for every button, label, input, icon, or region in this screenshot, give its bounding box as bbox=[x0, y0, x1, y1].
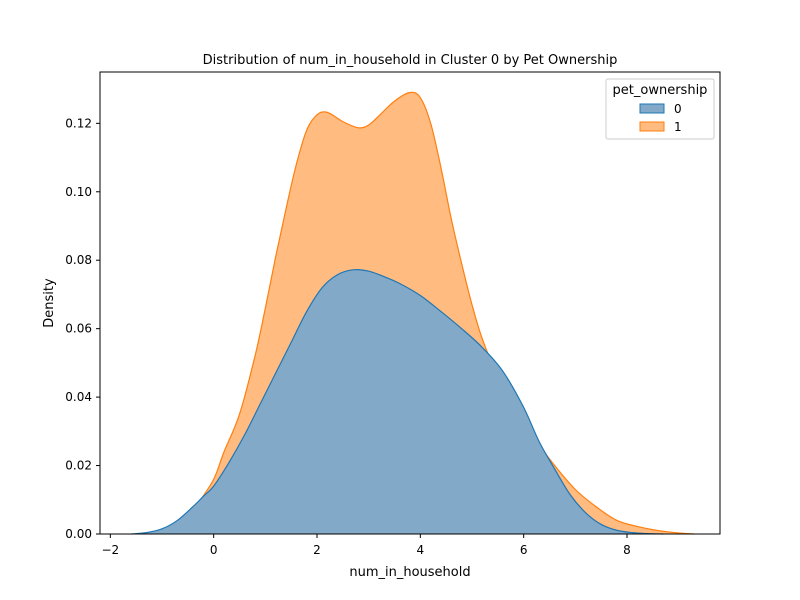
y-tick-label-3: 0.06 bbox=[65, 322, 92, 336]
legend-label-1: 1 bbox=[674, 120, 682, 134]
density-area-0 bbox=[131, 269, 664, 534]
legend: pet_ownership 0 1 bbox=[605, 78, 715, 140]
chart-title: Distribution of num_in_household in Clus… bbox=[203, 53, 618, 68]
plot-frame bbox=[99, 71, 721, 535]
x-tick-label-4: 6 bbox=[520, 543, 528, 557]
x-axis: −2 0 2 4 6 8 bbox=[101, 534, 631, 557]
y-axis-label: Density bbox=[42, 278, 57, 328]
x-tick-label-3: 4 bbox=[417, 543, 425, 557]
x-tick-label-2: 2 bbox=[313, 543, 321, 557]
x-tick-label-5: 8 bbox=[623, 543, 631, 557]
legend-swatch-1 bbox=[639, 121, 665, 132]
y-tick-label-6: 0.12 bbox=[65, 116, 92, 130]
plot-area bbox=[130, 91, 695, 535]
legend-swatch-0 bbox=[639, 103, 665, 114]
x-tick-label-0: −2 bbox=[101, 543, 119, 557]
y-tick-label-1: 0.02 bbox=[65, 459, 92, 473]
y-axis: 0.00 0.02 0.04 0.06 0.08 0.10 0.12 bbox=[65, 116, 100, 541]
density-line-0 bbox=[130, 269, 664, 535]
y-tick-label-5: 0.10 bbox=[65, 185, 92, 199]
x-axis-label: num_in_household bbox=[349, 565, 470, 580]
x-tick-label-1: 0 bbox=[210, 543, 218, 557]
density-line-1 bbox=[146, 91, 695, 535]
y-tick-label-0: 0.00 bbox=[65, 527, 92, 541]
y-tick-label-2: 0.04 bbox=[65, 390, 92, 404]
legend-label-0: 0 bbox=[674, 102, 682, 116]
legend-title: pet_ownership bbox=[613, 83, 708, 98]
y-tick-label-4: 0.08 bbox=[65, 253, 92, 267]
